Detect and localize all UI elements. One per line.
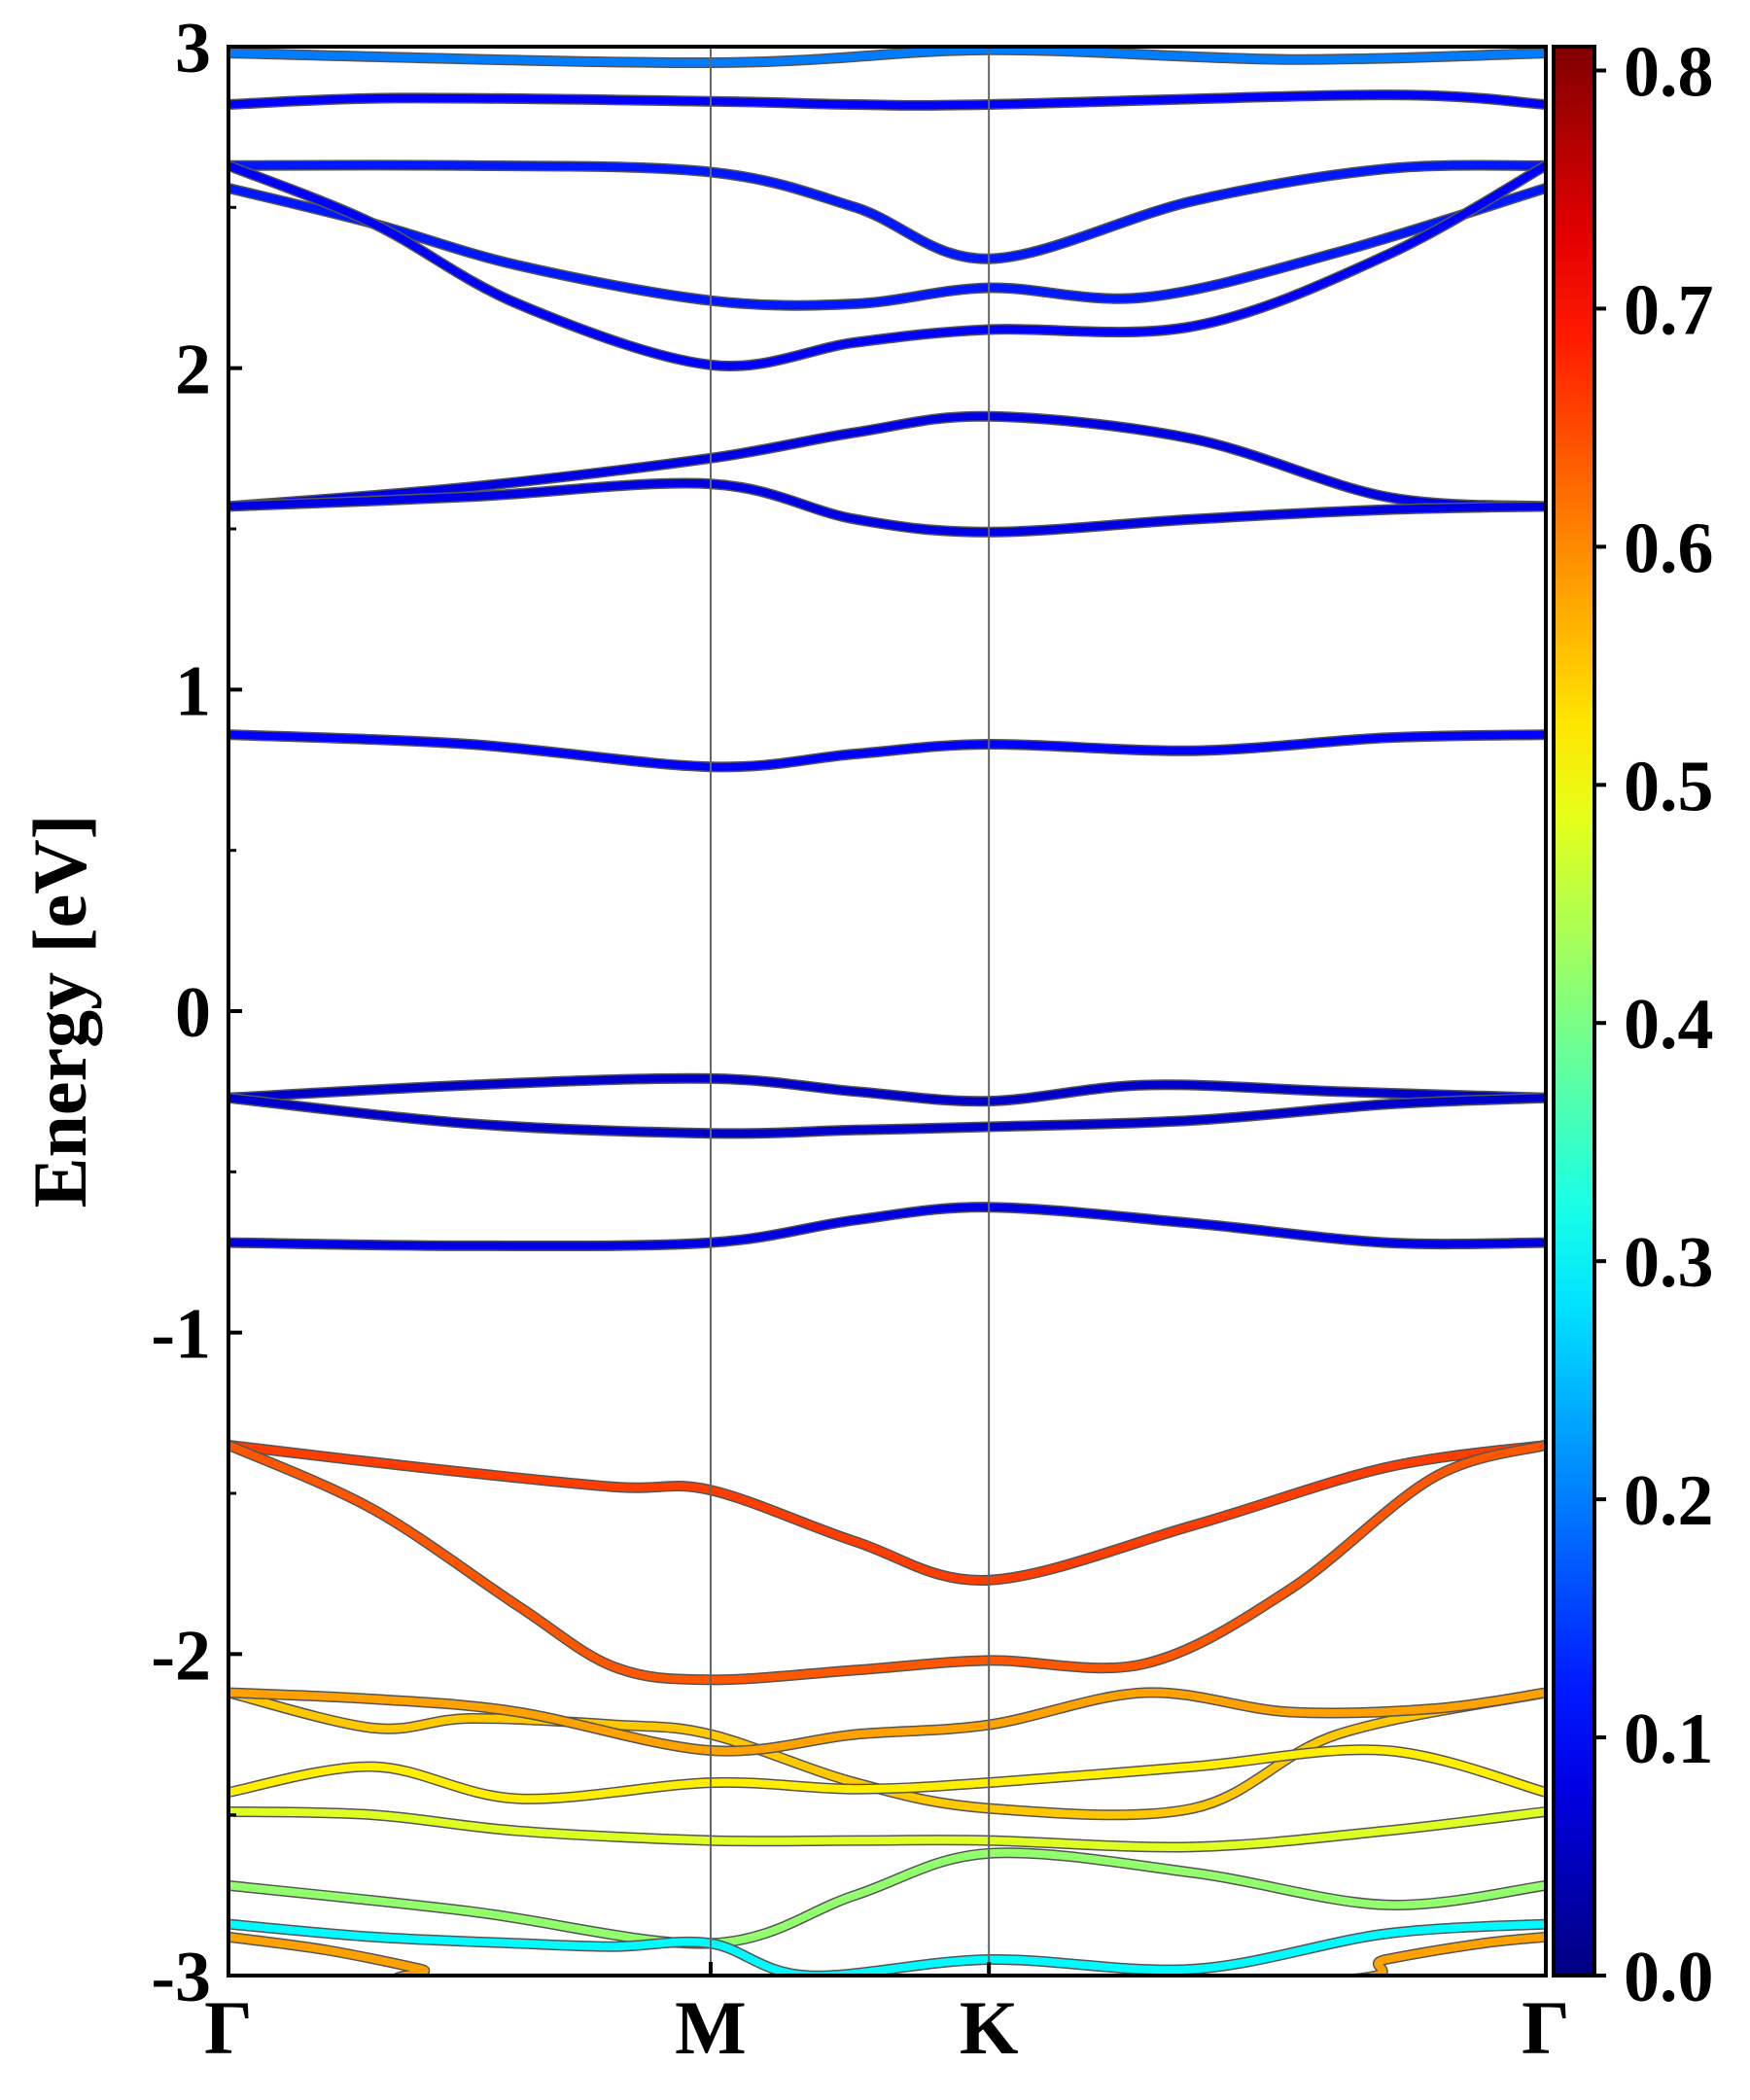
y-tick-label: 3 [175, 9, 211, 88]
band-20 [228, 1933, 1546, 1976]
x-tick-label-M: M [675, 1985, 747, 2070]
colorbar-ticks: 0.0 0.1 0.2 0.3 0.4 0.5 0.6 0.7 0.8 [1594, 32, 1714, 2017]
y-tick-label: -2 [151, 1616, 211, 1696]
y-tick-label: 2 [175, 331, 211, 410]
band-17 [228, 1807, 1546, 1851]
band-11 [228, 1203, 1546, 1250]
colorbar [1552, 45, 1596, 1978]
x-tick-label-Γ: Γ [204, 1985, 253, 2070]
band-3 [228, 160, 1546, 263]
colorbar-tick-label: 0.5 [1624, 747, 1714, 826]
band-8 [228, 730, 1546, 771]
band-5 [228, 161, 1546, 370]
band-13 [228, 1441, 1546, 1684]
colorbar-tick-label: 0.8 [1624, 32, 1714, 112]
y-tick-label: -3 [151, 1938, 211, 2017]
x-tick-label-Γ: Γ [1522, 1985, 1570, 2070]
k-point-lines [709, 47, 991, 1976]
band-lines [228, 47, 1546, 1976]
y-axis-ticks: -3 -2 -1 0 1 2 3 [151, 9, 242, 2017]
colorbar-tick-label: 0.2 [1624, 1461, 1714, 1541]
band-9 [228, 1074, 1546, 1105]
colorbar-tick-label: 0.0 [1624, 1938, 1714, 2017]
band-18 [228, 1848, 1546, 1948]
band-7 [228, 478, 1546, 537]
band-10 [228, 1094, 1546, 1138]
colorbar-tick-label: 0.1 [1624, 1699, 1714, 1779]
y-tick-label: -1 [151, 1295, 211, 1375]
band-16 [228, 1745, 1546, 1803]
band-12 [228, 1441, 1546, 1585]
y-tick-label: 1 [175, 651, 211, 731]
band-6 [228, 412, 1546, 510]
colorbar-tick-label: 0.3 [1624, 1223, 1714, 1303]
x-tick-label-K: K [960, 1985, 1019, 2070]
y-axis-label: Energy [eV] [18, 814, 102, 1208]
band-1 [228, 47, 1546, 67]
y-tick-label: 0 [175, 973, 211, 1053]
colorbar-tick-label: 0.6 [1624, 508, 1714, 588]
band-2 [228, 90, 1546, 110]
colorbar-tick-label: 0.7 [1624, 270, 1714, 350]
colorbar-tick-label: 0.4 [1624, 985, 1714, 1065]
band-4 [228, 184, 1546, 310]
band-15 [228, 1688, 1546, 1756]
